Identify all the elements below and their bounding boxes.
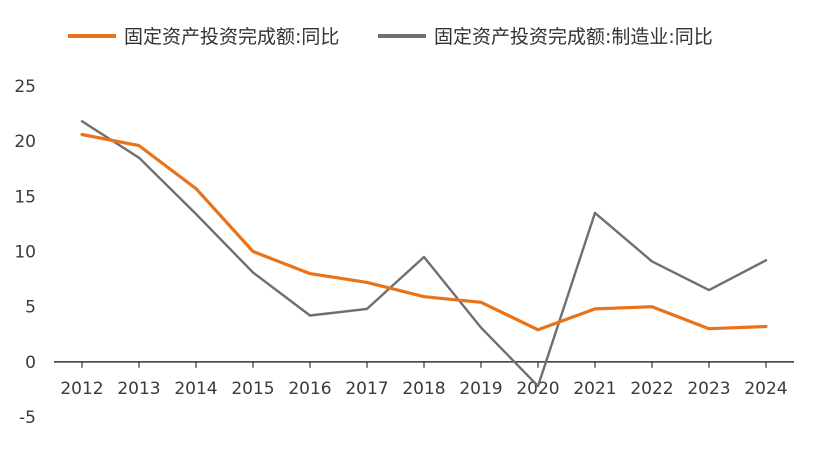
x-tick-label: 2014 <box>174 379 217 399</box>
legend-label-fai-yoy: 固定资产投资完成额:同比 <box>124 26 339 48</box>
legend-label-fai-manufacturing-yoy: 固定资产投资完成额:制造业:同比 <box>434 26 713 48</box>
y-tick-label: 20 <box>14 132 36 152</box>
y-tick-label: 0 <box>25 353 36 373</box>
x-tick-label: 2024 <box>744 379 787 399</box>
x-axis: 2012 2013 2014 2015 2016 2017 2018 2019 2020 2021… <box>60 361 788 399</box>
x-tick-label: 2020 <box>516 379 559 399</box>
x-tick-label: 2022 <box>630 379 673 399</box>
y-axis: -5 0 5 10 15 20 25 <box>14 77 36 428</box>
x-tick-label: 2012 <box>60 379 103 399</box>
x-tick-label: 2017 <box>345 379 388 399</box>
x-tick-label: 2018 <box>402 379 445 399</box>
x-tick-label: 2015 <box>231 379 274 399</box>
y-tick-label: 10 <box>14 243 36 263</box>
x-tick-label: 2023 <box>687 379 730 399</box>
x-tick-label: 2021 <box>573 379 616 399</box>
legend: 固定资产投资完成额:同比 固定资产投资完成额:制造业:同比 <box>68 26 713 48</box>
x-tick-label: 2016 <box>288 379 331 399</box>
plot-series <box>80 120 768 388</box>
y-tick-label: 25 <box>14 77 36 97</box>
y-tick-label: -5 <box>19 408 36 428</box>
series-line-fai-yoy <box>80 132 768 332</box>
x-tick-label: 2013 <box>117 379 160 399</box>
series-line-fai-manufacturing-yoy <box>80 120 768 388</box>
y-tick-label: 15 <box>14 187 36 207</box>
x-tick-label: 2019 <box>459 379 502 399</box>
y-tick-label: 5 <box>25 298 36 318</box>
